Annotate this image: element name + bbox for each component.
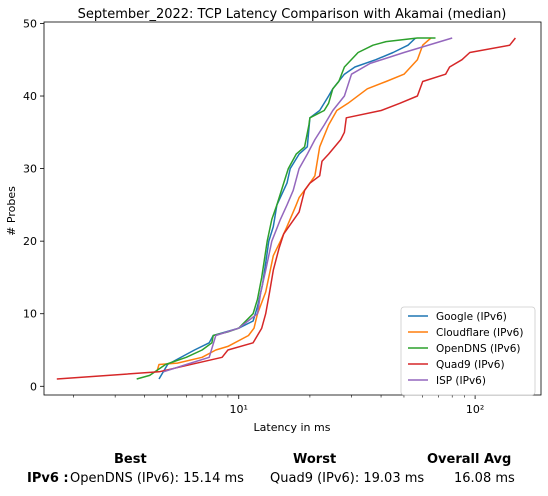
worst-value: Quad9 (IPv6): 19.03 ms (270, 471, 425, 486)
latency-chart: September_2022: TCP Latency Comparison w… (5, 7, 542, 434)
worst-header: Worst (293, 452, 337, 467)
y-tick-label: 40 (23, 90, 37, 103)
y-tick-label: 10 (23, 308, 37, 321)
best-header: Best (114, 452, 147, 467)
series-line-1 (156, 37, 432, 373)
y-tick-label: 30 (23, 163, 37, 176)
summary-table: Best Worst Overall Avg IPv6 : OpenDNS (I… (0, 448, 548, 496)
overall-avg-header: Overall Avg (427, 452, 512, 467)
y-tick-label: 0 (30, 380, 37, 393)
y-tick-label: 20 (23, 235, 37, 248)
series-lines (56, 37, 516, 380)
legend-label-3: Quad9 (IPv6) (436, 359, 505, 371)
best-value: OpenDNS (IPv6): 15.14 ms (70, 471, 244, 486)
x-tick-label: 10² (466, 403, 484, 416)
axes: 0 10 20 30 40 50 10¹ 10² (23, 17, 542, 416)
overall-avg-value: 16.08 ms (454, 471, 515, 486)
y-axis-label: # Probes (5, 186, 18, 236)
legend-label-1: Cloudflare (IPv6) (436, 327, 523, 339)
legend-label-0: Google (IPv6) (436, 311, 507, 323)
series-line-2 (136, 37, 436, 380)
legend-label-2: OpenDNS (IPv6) (436, 343, 521, 355)
legend: Google (IPv6) Cloudflare (IPv6) OpenDNS (I… (400, 306, 536, 396)
x-axis-label: Latency in ms (254, 421, 331, 434)
chart-title: September_2022: TCP Latency Comparison w… (78, 7, 507, 22)
plot-frame (43, 21, 542, 396)
x-tick-label: 10¹ (230, 403, 248, 416)
series-line-4 (163, 37, 453, 373)
ipv6-row-label: IPv6 : (27, 471, 69, 486)
legend-label-4: ISP (IPv6) (436, 375, 486, 387)
series-line-0 (158, 37, 417, 380)
series-line-3 (56, 37, 516, 380)
legend-box (400, 306, 536, 396)
y-tick-label: 50 (23, 17, 37, 30)
